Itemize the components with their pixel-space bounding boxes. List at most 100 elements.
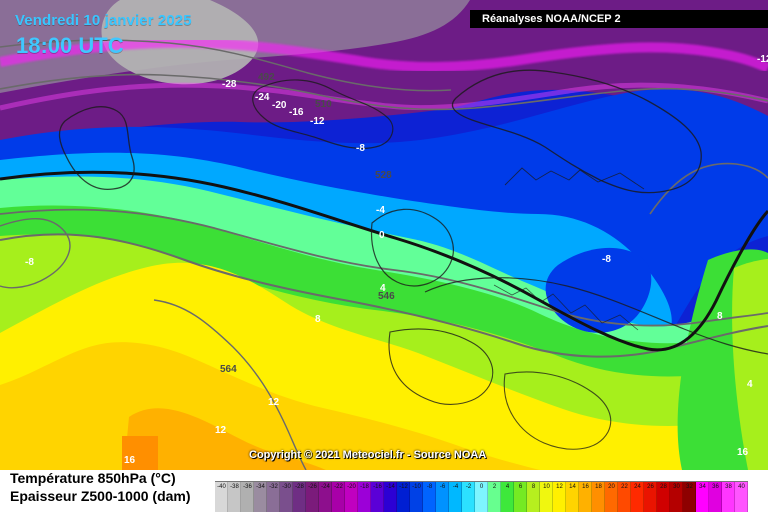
legend-color-cell: -22	[332, 482, 345, 512]
legend-value-label: 0	[479, 484, 484, 490]
western-thickness-contour	[0, 218, 71, 289]
legend-value-label: -40	[217, 484, 226, 490]
legend-value-label: -12	[399, 484, 408, 490]
thickness-label-510: 510	[315, 99, 332, 110]
legend-color-cell: -30	[280, 482, 293, 512]
temperature-legend-title: Température 850hPa (°C)	[10, 470, 176, 486]
legend-value-label: -16	[373, 484, 382, 490]
legend-color-cell: -10	[410, 482, 423, 512]
legend-color-cell: -28	[293, 482, 306, 512]
orange-zone	[124, 408, 326, 470]
legend-color-cell: -38	[228, 482, 241, 512]
legend-value-label: -28	[295, 484, 304, 490]
iceland-coast	[252, 79, 394, 150]
legend-value-label: -20	[347, 484, 356, 490]
british-isles-coast	[370, 208, 454, 287]
local-cold-core	[545, 247, 652, 333]
legend-value-label: 38	[725, 484, 732, 490]
legend-value-label: -24	[321, 484, 330, 490]
color-scale-legend: -40 -38 -36 -34 -32 -30 -28 -26 -24 -22 -20 -18 -16-…	[215, 481, 748, 512]
legend-value-label: 14	[569, 484, 576, 490]
thickness-contour-564	[153, 299, 307, 470]
legend-color-cell: 16	[579, 482, 592, 512]
mediterranean-outline	[503, 371, 612, 450]
legend-color-cell: 12	[553, 482, 566, 512]
thickness-label-546: 546	[378, 291, 395, 302]
legend-color-cell: 18	[592, 482, 605, 512]
legend-color-cell: -4	[449, 482, 462, 512]
greenland-coast	[58, 106, 135, 190]
legend-color-cell: -12	[397, 482, 410, 512]
temperature-label-east-4: 4	[747, 379, 753, 390]
legend-color-cell: 6	[514, 482, 527, 512]
thickness-contour-510	[0, 73, 768, 111]
central-europe-borders	[493, 284, 639, 331]
legend-color-cell: 32	[683, 482, 696, 512]
map-label-layer: -28 -24 -20 -16 -12 -8 -4 0 4 8 12 16 -8…	[25, 54, 768, 466]
warm-orange-patch	[122, 436, 158, 470]
legend-value-label: 22	[621, 484, 628, 490]
legend-color-cell: 22	[618, 482, 631, 512]
legend-color-cell: -26	[306, 482, 319, 512]
legend-color-cell: 36	[709, 482, 722, 512]
legend-value-label: 10	[543, 484, 550, 490]
legend-value-label: 40	[738, 484, 745, 490]
temperature-label-south-12: 12	[215, 425, 227, 436]
temperature-label-8: 8	[315, 314, 321, 325]
temperature-label-east-16: 16	[737, 447, 749, 458]
thickness-label-528: 528	[375, 170, 392, 181]
magenta-contour	[0, 82, 768, 111]
legend-value-label: 6	[518, 484, 523, 490]
temperature-label-12: 12	[268, 397, 280, 408]
legend-color-cell: -16	[371, 482, 384, 512]
legend-color-cell: -40	[215, 482, 228, 512]
legend-value-label: 20	[608, 484, 615, 490]
legend-value-label: 24	[634, 484, 641, 490]
forecast-date: Vendredi 10 janvier 2025	[15, 12, 192, 29]
legend-color-cell: 4	[501, 482, 514, 512]
legend-value-label: -30	[282, 484, 291, 490]
legend-color-cell: -8	[423, 482, 436, 512]
temperature-label-east-minus-12: -12	[757, 54, 768, 65]
legend-value-label: 28	[660, 484, 667, 490]
temperature-label-16: 16	[124, 455, 136, 466]
legend-value-label: -2	[465, 484, 472, 490]
temperature-label-4: 4	[380, 283, 386, 294]
legend-color-cell: 20	[605, 482, 618, 512]
legend-value-label: 8	[531, 484, 536, 490]
legend-color-cell: 8	[527, 482, 540, 512]
zero-degree-isotherm	[0, 170, 768, 352]
temperature-label-minus-4: -4	[376, 205, 385, 216]
legend-panel: Température 850hPa (°C) Epaisseur Z500-1…	[0, 470, 768, 512]
legend-color-cell: -6	[436, 482, 449, 512]
legend-color-cell: 2	[488, 482, 501, 512]
map-area: -28 -24 -20 -16 -12 -8 -4 0 4 8 12 16 -8…	[0, 0, 768, 470]
temperature-label-minus-24: -24	[255, 92, 270, 103]
legend-color-cell: -24	[319, 482, 332, 512]
legend-color-cell: 14	[566, 482, 579, 512]
legend-value-label: 2	[492, 484, 497, 490]
legend-value-label: -18	[360, 484, 369, 490]
legend-color-cell: -2	[462, 482, 475, 512]
legend-color-cell: -36	[241, 482, 254, 512]
temperature-label-minus-8: -8	[356, 143, 365, 154]
eastern-thickness-contour	[649, 162, 768, 215]
legend-color-cell: 0	[475, 482, 488, 512]
legend-value-label: 18	[595, 484, 602, 490]
legend-value-label: -22	[334, 484, 343, 490]
temperature-label-west-minus-8: -8	[25, 257, 34, 268]
legend-value-label: -32	[269, 484, 278, 490]
legend-color-cell: -32	[267, 482, 280, 512]
temperature-label-minus-28: -28	[222, 79, 237, 90]
legend-value-label: -14	[386, 484, 395, 490]
legend-color-cell: 40	[735, 482, 748, 512]
temperature-label-east-8: 8	[717, 311, 723, 322]
magenta-gradient-line	[0, 37, 768, 73]
thickness-legend-title: Epaisseur Z500-1000 (dam)	[10, 488, 191, 504]
legend-color-cell: 24	[631, 482, 644, 512]
legend-value-label: 30	[673, 484, 680, 490]
east-yellow-green-zone	[732, 259, 768, 470]
legend-color-cell: 10	[540, 482, 553, 512]
legend-value-label: -26	[308, 484, 317, 490]
